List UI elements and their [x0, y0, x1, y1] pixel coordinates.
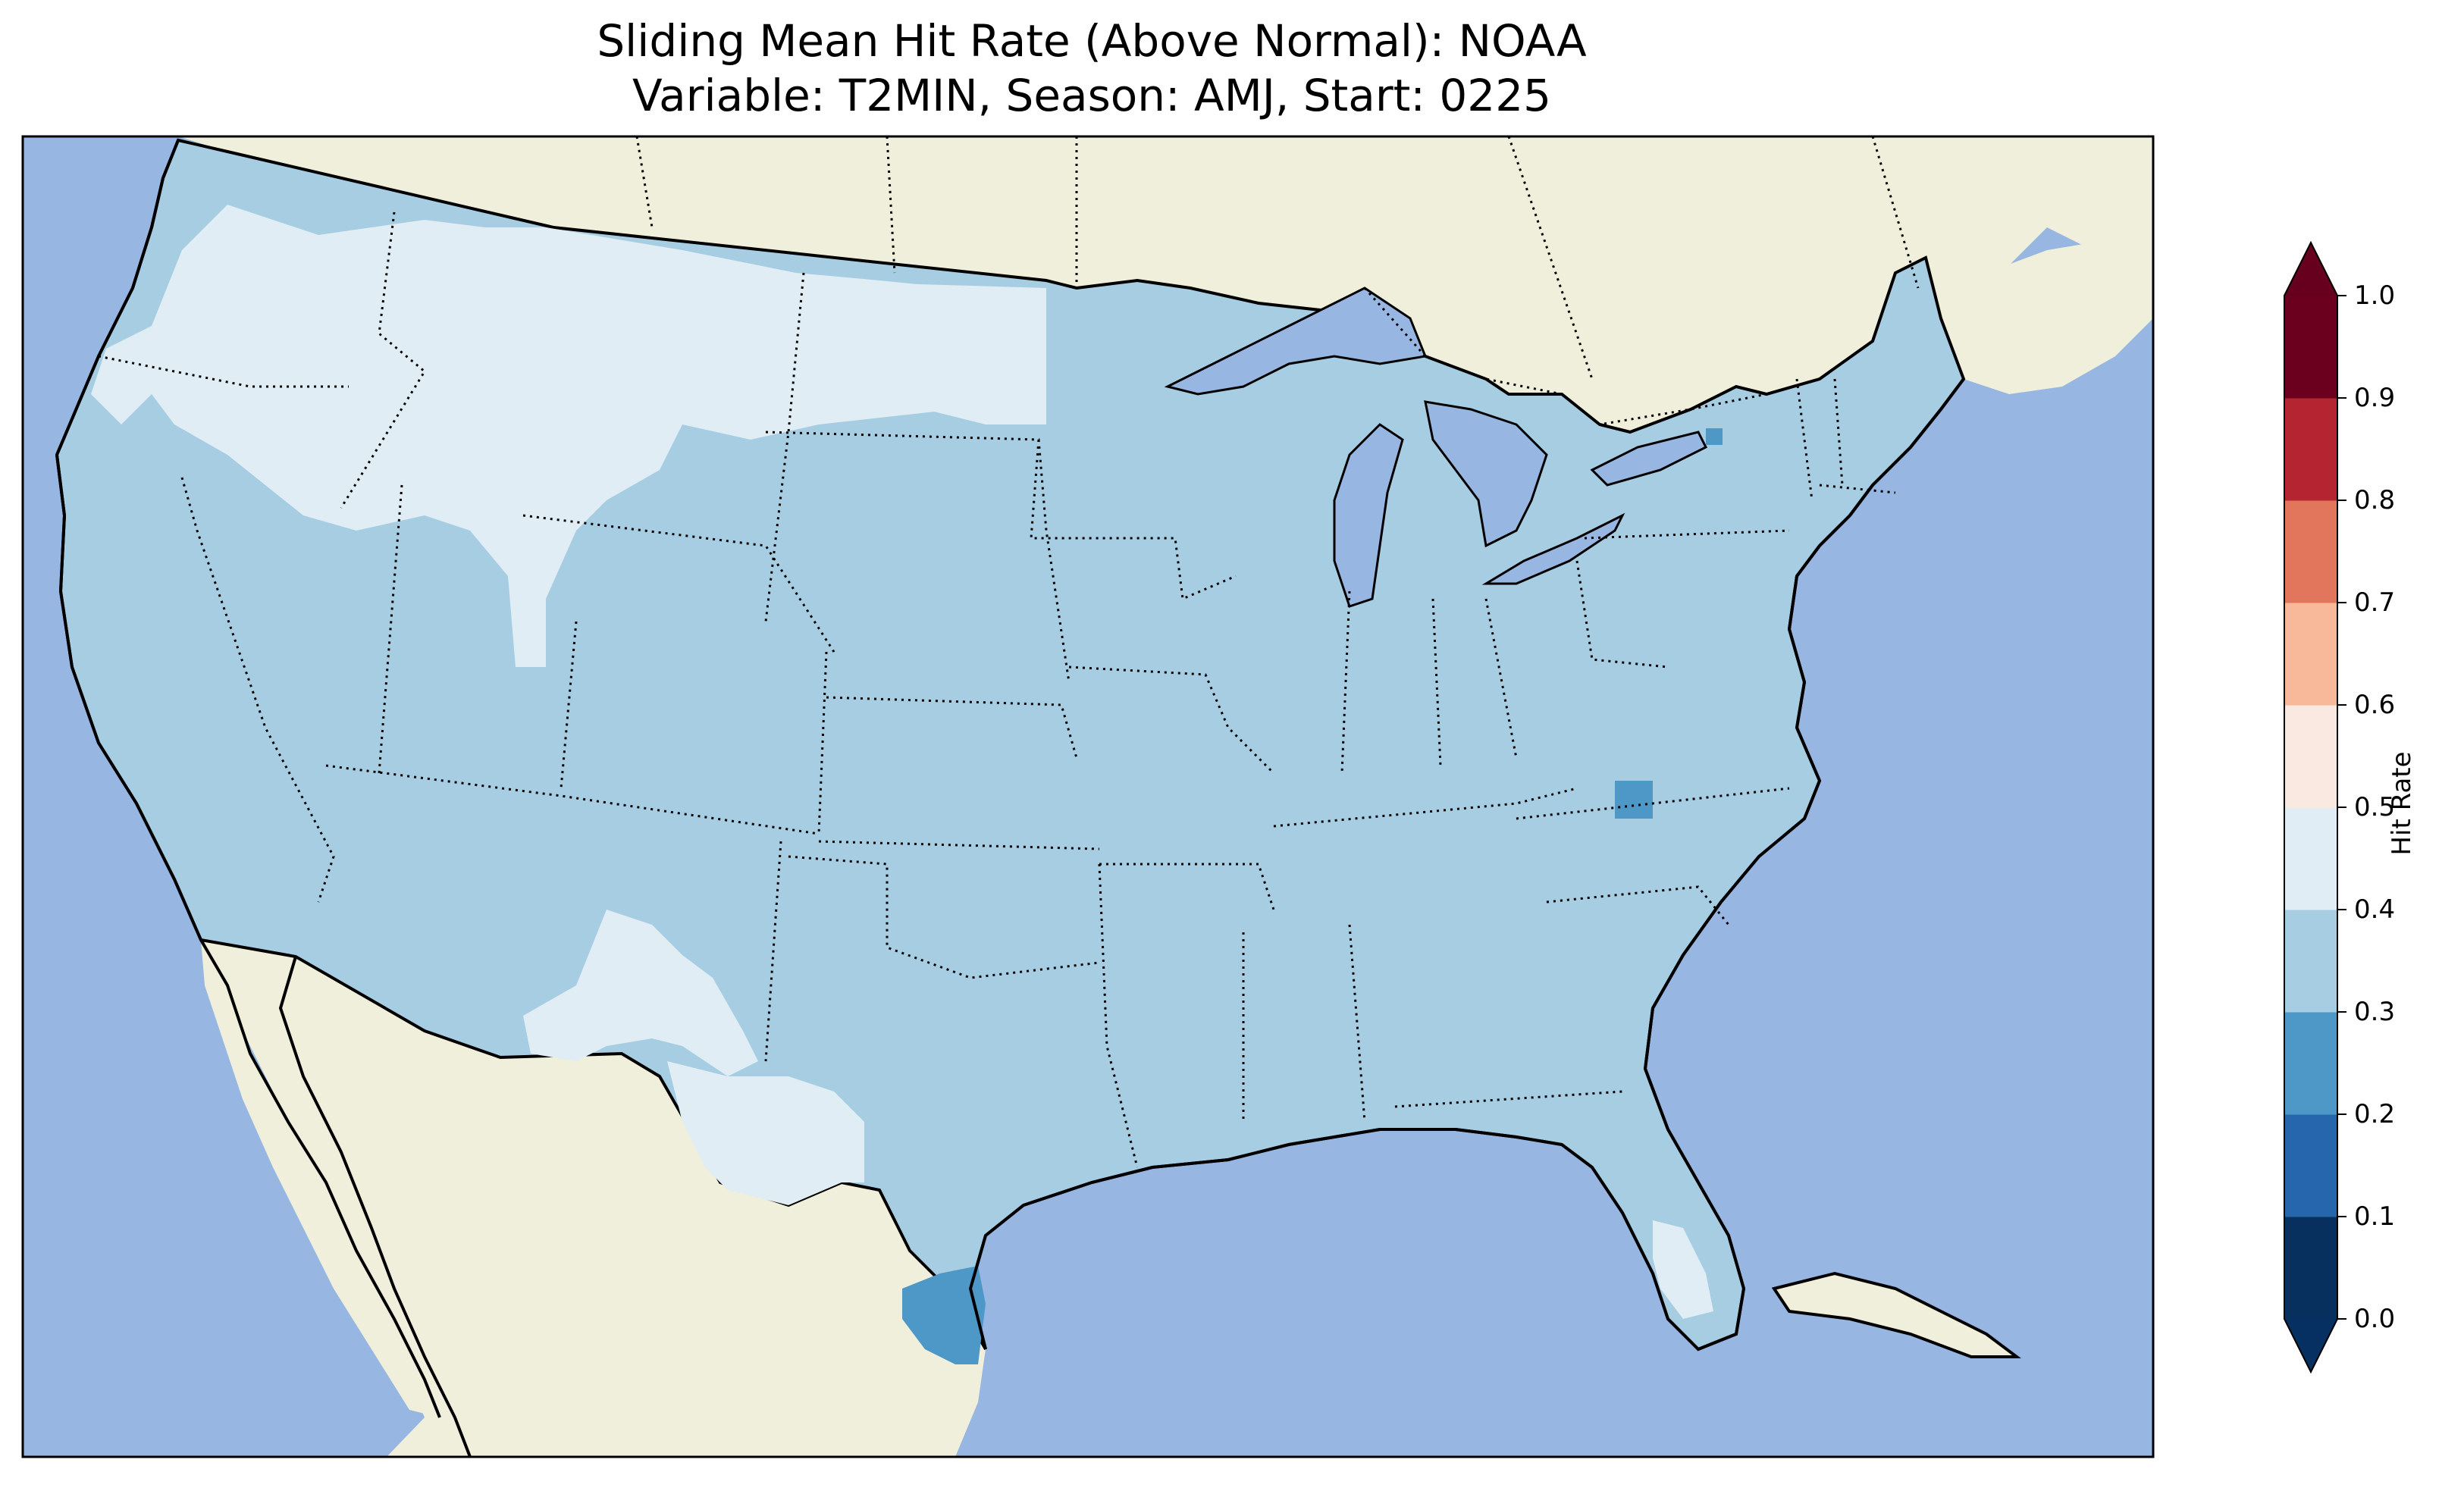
- coastlines: [55, 139, 2021, 1457]
- lake-superior: [1164, 287, 1428, 396]
- border-al-ga: [1348, 924, 1366, 1123]
- map-title: Sliding Mean Hit Rate (Above Normal): NO…: [0, 14, 2183, 123]
- border-ok-tx: [788, 855, 1100, 979]
- border-nd-sd-ne: [765, 431, 1071, 683]
- border-wy-south: [522, 514, 835, 653]
- border-ny-pa: [1584, 529, 1790, 540]
- political-borders: [98, 136, 1920, 1168]
- gulf-coastline: [968, 377, 1965, 1351]
- colorbar-tick-label: 0.0: [2354, 1304, 2396, 1334]
- border-us-canada-east: [1363, 272, 1897, 426]
- pacific-coastline: [55, 139, 202, 941]
- colorbar-segment: [2284, 807, 2337, 910]
- baja-coastline: [199, 938, 441, 1418]
- colorbar-segment: [2284, 1114, 2337, 1217]
- lake-erie: [1481, 512, 1625, 585]
- northern-plains-high-area: [796, 280, 1046, 424]
- canada-provinces: [635, 136, 1920, 380]
- lake-huron: [1424, 400, 1548, 548]
- colorbar-tick-label: 0.3: [2354, 997, 2396, 1027]
- border-nm-tx: [764, 841, 782, 1062]
- baja-land: [201, 940, 440, 1417]
- border-ks-ok: [818, 840, 1100, 850]
- title-line-2: Variable: T2MIN, Season: AMJ, Start: 022…: [632, 70, 1551, 121]
- colorbar-tick-label: 0.4: [2354, 894, 2396, 925]
- map-frame: [21, 135, 2155, 1458]
- colorbar-tick-label: 0.2: [2354, 1099, 2396, 1129]
- border-mt-nd: [764, 272, 805, 622]
- border-ia-mo: [1068, 666, 1275, 775]
- colorbar-tick-label: 0.1: [2354, 1201, 2396, 1232]
- virginia-low-area: [1615, 781, 1653, 819]
- great-lakes: [1164, 287, 1708, 608]
- border-ut-co: [560, 621, 578, 789]
- colorbar-tick-label: 0.6: [2354, 690, 2396, 720]
- new-york-low-area: [1706, 428, 1723, 445]
- colorbar-over-arrow: [2284, 243, 2337, 296]
- border-or-wa: [98, 355, 349, 388]
- border-nc-sc: [1546, 885, 1730, 926]
- colorbar-segment: [2284, 398, 2337, 501]
- colorbar-tick-label: 0.8: [2354, 485, 2396, 515]
- title-line-1: Sliding Mean Hit Rate (Above Normal): NO…: [597, 15, 1587, 67]
- border-oh-pa: [1575, 560, 1669, 669]
- border-va-nc: [1516, 787, 1790, 820]
- colorbar-segment: [2284, 1217, 2337, 1320]
- lake-michigan: [1333, 423, 1404, 608]
- cuba-land: [1774, 1273, 2017, 1357]
- border-co-ks: [817, 651, 828, 835]
- southwest-high-area: [523, 910, 758, 1076]
- colorbar-tick-label: 1.0: [2354, 280, 2396, 311]
- texas-coast-low-area: [902, 1266, 986, 1364]
- maritimes-land: [1941, 227, 2153, 394]
- colorbar-tick-label: 0.5: [2354, 792, 2396, 822]
- border-id-west: [340, 211, 426, 509]
- colorbar-segment: [2284, 603, 2337, 706]
- border-il-in-oh: [1340, 590, 1518, 774]
- border-mo-ar: [1099, 863, 1275, 910]
- colorbar-segment: [2284, 910, 2337, 1013]
- colorbar-segment: [2284, 296, 2337, 399]
- colorbar: [2284, 240, 2346, 1374]
- high-band-areas: [91, 205, 1713, 1319]
- mainland-mexico-coastline: [278, 956, 472, 1457]
- border-ne-states: [1795, 378, 1896, 501]
- border-nv-ut: [378, 484, 403, 774]
- border-az-nm: [325, 764, 820, 835]
- cuba-coastline: [1771, 1271, 2021, 1358]
- canada-land: [178, 136, 2153, 576]
- colorbar-segment: [2284, 1012, 2337, 1115]
- texas-high-area: [667, 1061, 864, 1205]
- colorbar-tick-label: 0.7: [2354, 587, 2396, 618]
- colorbar-under-arrow: [2284, 1319, 2337, 1372]
- low-band-areas: [902, 428, 1723, 1364]
- map-layers: [23, 136, 2153, 1457]
- colorbar-tick-label: 0.9: [2354, 383, 2396, 413]
- colorbar-segment: [2284, 705, 2337, 808]
- florida-high-area: [1653, 1220, 1713, 1319]
- colorbar-segment: [2284, 500, 2337, 603]
- lake-ontario: [1590, 431, 1708, 487]
